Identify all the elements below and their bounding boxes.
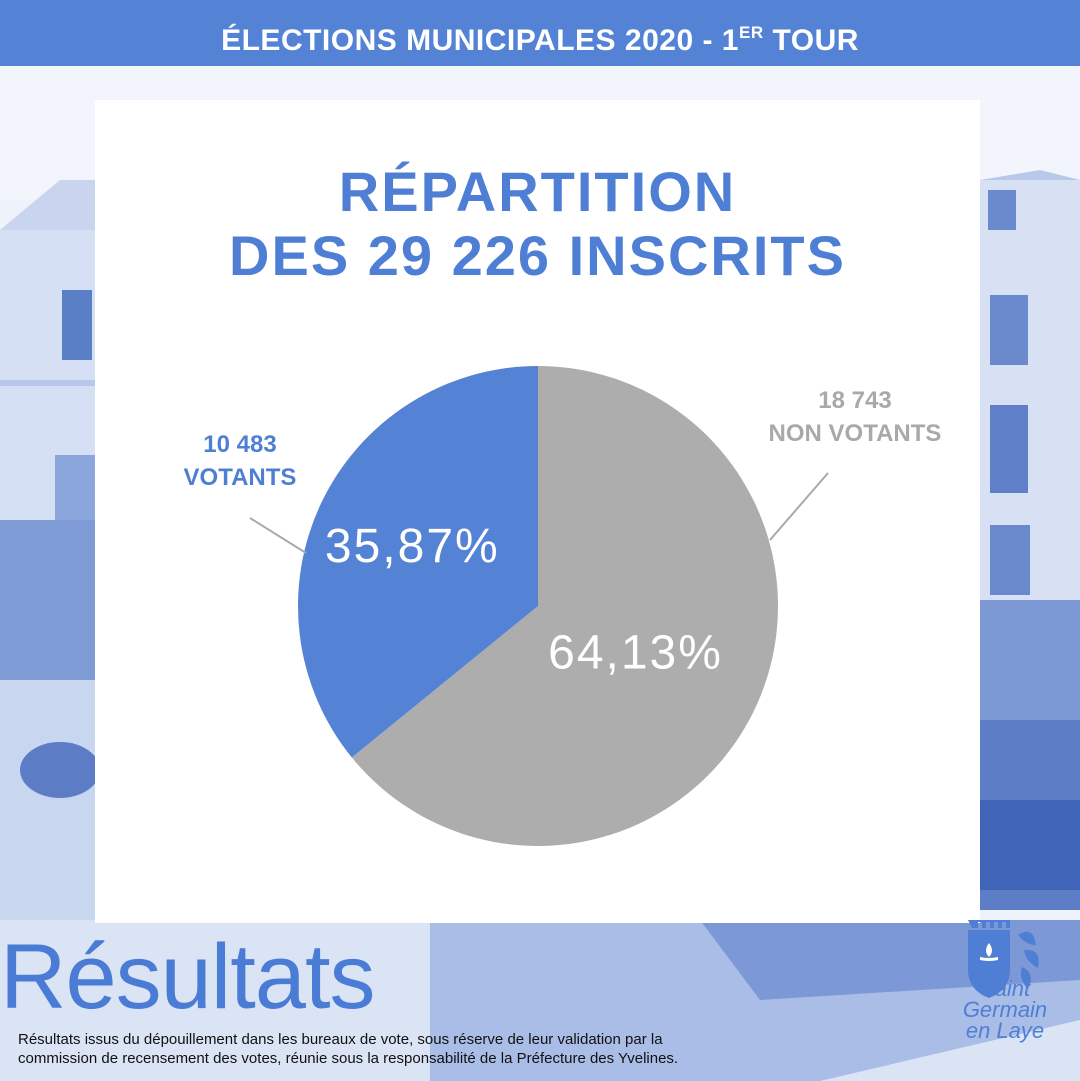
non-votants-count: 18 743 [818, 387, 892, 414]
chart-title-line2: DES 29 226 INSCRITS [229, 224, 846, 287]
logo-text-germain: Germain [962, 997, 1048, 1022]
chart-title-line1: RÉPARTITION [338, 160, 737, 223]
logo-text-saint: Saint [979, 976, 1031, 1001]
votants-callout: 10 483 VOTANTS [160, 428, 320, 494]
header-title-superscript: ER [738, 23, 764, 42]
footnote-line1: Résultats issus du dépouillement dans le… [18, 1031, 663, 1048]
header-title: ÉLECTIONS MUNICIPALES 2020 - 1 [221, 24, 739, 57]
leader-line-votants [249, 517, 307, 554]
chart-title: RÉPARTITION DES 29 226 INSCRITS [95, 160, 980, 288]
logo-text-en-laye: en Laye [965, 1018, 1045, 1043]
header-title-end: TOUR [763, 24, 859, 57]
pie-label-non-votants: 64,13% [548, 626, 723, 679]
pie-slice-votants [298, 366, 538, 758]
non-votants-name: NON VOTANTS [768, 420, 942, 447]
non-votants-callout: 18 743 NON VOTANTS [740, 384, 970, 450]
pie-slice-non-votants [351, 366, 778, 846]
votants-count: 10 483 [203, 431, 277, 458]
votants-name: VOTANTS [183, 464, 297, 491]
results-footnote: Résultats issus du dépouillement dans le… [18, 1030, 848, 1068]
election-header: ÉLECTIONS MUNICIPALES 2020 - 1ER TOUR [0, 0, 1080, 66]
footnote-line2: commission de recensement des votes, réu… [18, 1050, 679, 1067]
city-logo-icon [968, 920, 1039, 998]
leader-line-non-votants [769, 472, 829, 541]
pie-label-votants: 35,87% [325, 520, 500, 573]
resultats-heading: Résultats [0, 926, 375, 1028]
